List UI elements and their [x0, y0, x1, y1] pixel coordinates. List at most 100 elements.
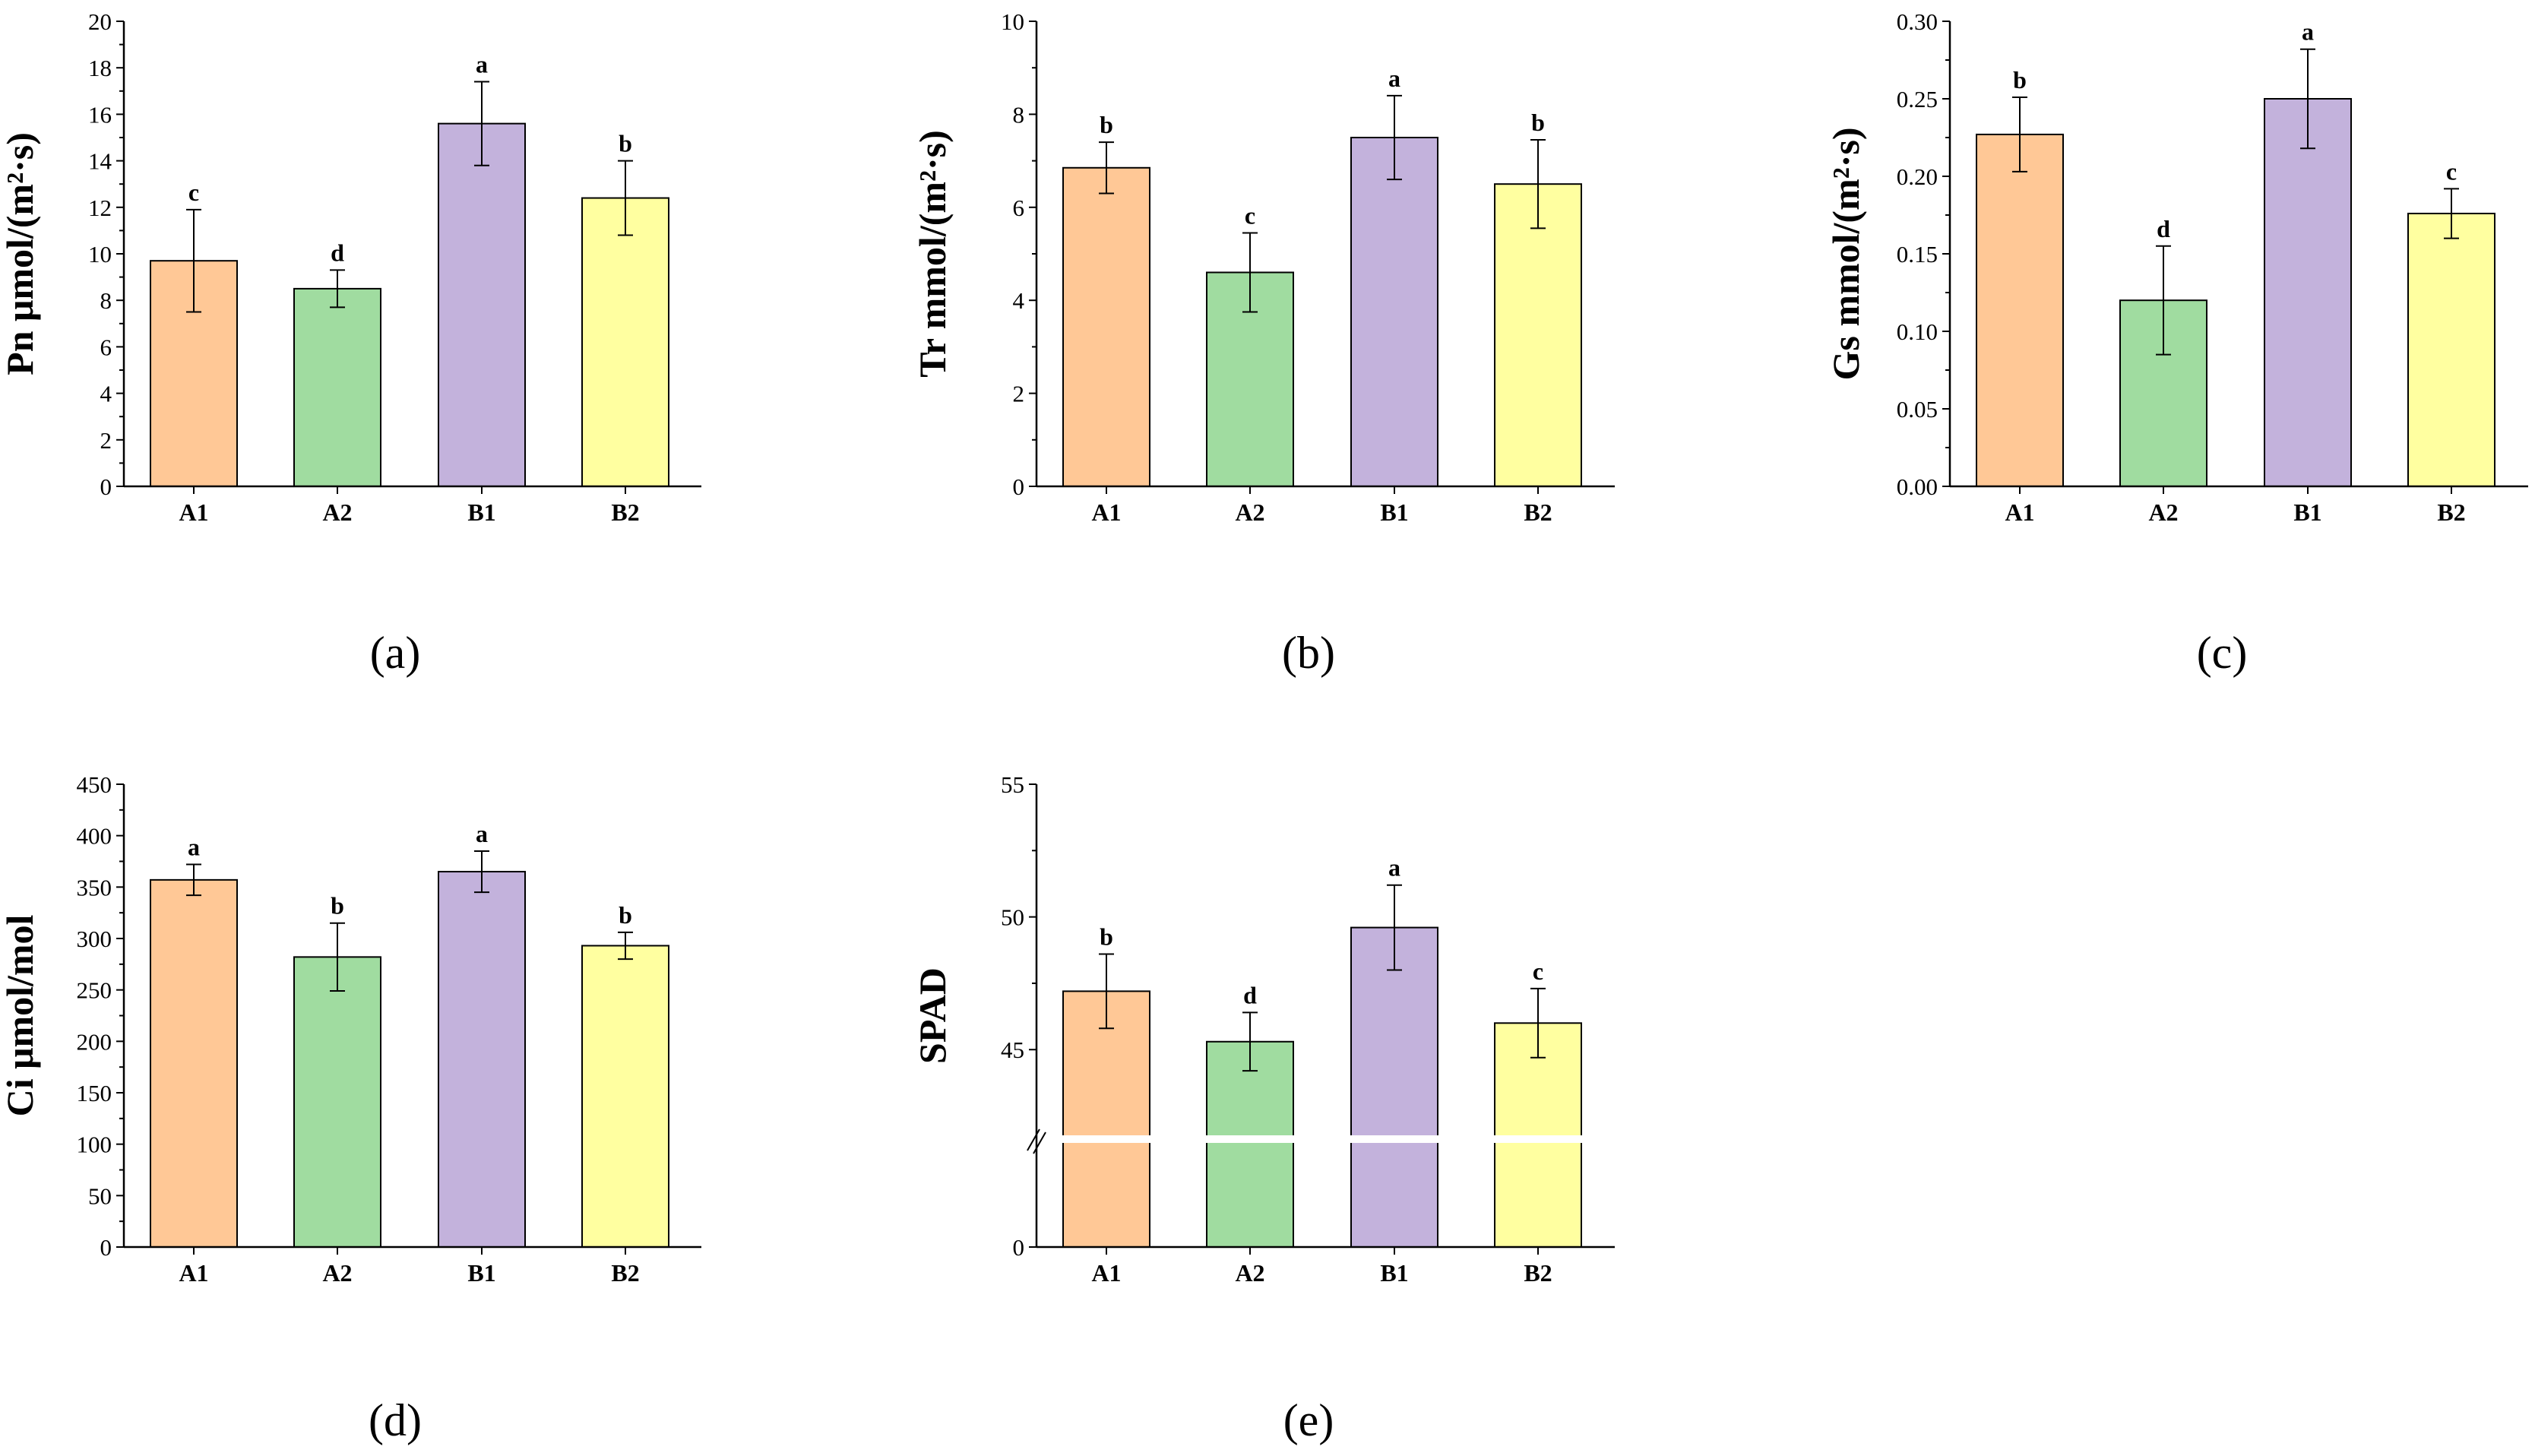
- axis-break-marks: [1027, 1128, 1046, 1154]
- y-tick-label: 0.00: [1897, 473, 1938, 500]
- significance-letter-B2: c: [1533, 957, 1543, 985]
- error-bar-B2: [1530, 987, 1546, 1059]
- y-tick-label: 2: [100, 427, 112, 454]
- significance-letter-A2: b: [331, 892, 344, 919]
- x-tick-label-B1: B1: [1380, 1259, 1408, 1287]
- error-bar-B2: [2444, 188, 2459, 239]
- error-bar-A2: [2156, 245, 2171, 356]
- y-tick-label: 50: [1001, 904, 1024, 931]
- x-tick-label-B2: B2: [611, 1259, 639, 1287]
- x-tick-label-A1: A1: [1091, 1259, 1121, 1287]
- y-tick-label: 0: [1013, 1234, 1025, 1261]
- x-tick-label-A2: A2: [2148, 499, 2178, 526]
- x-tick-label-A1: A1: [179, 1259, 208, 1287]
- error-bar-A1: [186, 863, 201, 897]
- significance-letter-A1: c: [188, 179, 199, 206]
- significance-letter-A1: b: [1100, 111, 1113, 138]
- significance-letter-B1: a: [476, 820, 488, 847]
- bar-A1: [1976, 133, 2064, 487]
- y-tick-label: 6: [100, 334, 112, 360]
- error-bar-B2: [618, 160, 633, 236]
- y-tick-label: 0: [100, 473, 112, 500]
- y-tick-label: 55: [1001, 771, 1024, 798]
- x-tick-label-A2: A2: [1235, 1259, 1264, 1287]
- axis-break-mark: [1033, 1132, 1046, 1154]
- error-bar-A2: [330, 269, 345, 309]
- error-bar-A2: [330, 922, 345, 992]
- y-tick-label: 6: [1013, 195, 1025, 221]
- y-tick-label: 450: [77, 771, 112, 798]
- significance-letter-A1: b: [1100, 923, 1113, 951]
- x-tick-label-A1: A1: [179, 499, 208, 526]
- y-tick-label: 8: [100, 287, 112, 314]
- y-tick-label: 18: [88, 55, 112, 81]
- y-tick-label: 400: [77, 823, 112, 850]
- error-bar-A1: [1099, 141, 1114, 195]
- y-tick-label: 45: [1001, 1037, 1024, 1063]
- chart-panel-a: c A1 d A2 a B1 b B2 0 2 4 6 8 10 12 14 16 18 20 Pn μmol/(m²…: [0, 8, 701, 526]
- bar-B2: [1494, 183, 1582, 487]
- x-tick-label-A1: A1: [1091, 499, 1121, 526]
- panel-caption-e: (e): [1283, 1395, 1334, 1445]
- bar-B1: [438, 122, 526, 487]
- error-bar-B2: [1530, 139, 1546, 229]
- y-tick-label: 0: [100, 1234, 112, 1261]
- x-tick-label-B2: B2: [1524, 499, 1552, 526]
- x-tick-label-A2: A2: [322, 499, 352, 526]
- panel-caption-a: (a): [369, 628, 421, 678]
- y-axis-label: Tr mmol/(m²·s): [911, 130, 954, 378]
- bar-B1: [1350, 137, 1438, 487]
- significance-letter-B1: a: [1388, 65, 1400, 92]
- significance-letter-B1: a: [1388, 854, 1400, 882]
- x-tick-label-A1: A1: [2005, 499, 2034, 526]
- y-tick-label: 50: [88, 1182, 112, 1209]
- x-tick-label-B1: B1: [467, 499, 495, 526]
- error-bar-A1: [186, 208, 201, 313]
- error-bar-A1: [1099, 953, 1114, 1030]
- y-tick-label: 250: [77, 977, 112, 1004]
- y-tick-label: 200: [77, 1028, 112, 1055]
- significance-letter-A1: b: [2013, 66, 2027, 93]
- y-tick-label: 0.30: [1897, 8, 1938, 35]
- error-bar-B1: [1387, 884, 1402, 971]
- y-axis-label: Ci μmol/mol: [0, 914, 41, 1116]
- bar-A1: [1062, 990, 1150, 1249]
- significance-letter-B1: a: [2302, 18, 2314, 46]
- y-tick-label: 0.25: [1897, 86, 1938, 112]
- x-tick-label-B1: B1: [467, 1259, 495, 1287]
- significance-letter-A2: c: [1245, 201, 1255, 229]
- x-tick-label-A2: A2: [322, 1259, 352, 1287]
- y-axis-label: Pn μmol/(m²·s): [0, 132, 41, 375]
- y-tick-label: 10: [1001, 8, 1024, 35]
- y-tick-label: 0.05: [1897, 396, 1938, 423]
- y-axis-label: SPAD: [911, 967, 954, 1064]
- error-bar-A2: [1242, 232, 1258, 313]
- bar-B2: [2407, 212, 2495, 487]
- chart-panel-e: b A1 d A2 a B1 c B2 0 45 50 55 SPAD: [911, 771, 1615, 1287]
- bar-B2: [581, 197, 669, 487]
- x-tick-label-B1: B1: [1380, 499, 1408, 526]
- x-tick-label-B2: B2: [1524, 1259, 1552, 1287]
- y-tick-label: 0: [1013, 473, 1025, 500]
- y-tick-label: 300: [77, 926, 112, 952]
- panel-caption-c: (c): [2196, 628, 2248, 678]
- y-tick-label: 0.20: [1897, 163, 1938, 190]
- axis-break-mark: [1027, 1128, 1040, 1151]
- error-bar-B2: [618, 931, 633, 961]
- y-tick-label: 350: [77, 874, 112, 901]
- chart-panel-d: a A1 b A2 a B1 b B2 0 50 100 150 200 250 300 350 400 450 C…: [0, 771, 701, 1287]
- y-tick-label: 100: [77, 1132, 112, 1158]
- bar-A1: [1062, 166, 1150, 487]
- x-tick-label-B2: B2: [611, 499, 639, 526]
- y-axis-label: Gs mmol/(m²·s): [1825, 127, 1867, 380]
- axis-break-band: [1038, 1135, 1613, 1143]
- error-bar-B1: [1387, 94, 1402, 181]
- significance-letter-A2: d: [331, 239, 344, 266]
- bar-A1: [150, 878, 238, 1248]
- bar-B1: [2264, 98, 2352, 487]
- bar-A2: [1206, 1040, 1294, 1249]
- bar-B1: [438, 871, 526, 1248]
- error-bar-B1: [2300, 48, 2315, 150]
- significance-letter-A2: d: [2157, 215, 2170, 242]
